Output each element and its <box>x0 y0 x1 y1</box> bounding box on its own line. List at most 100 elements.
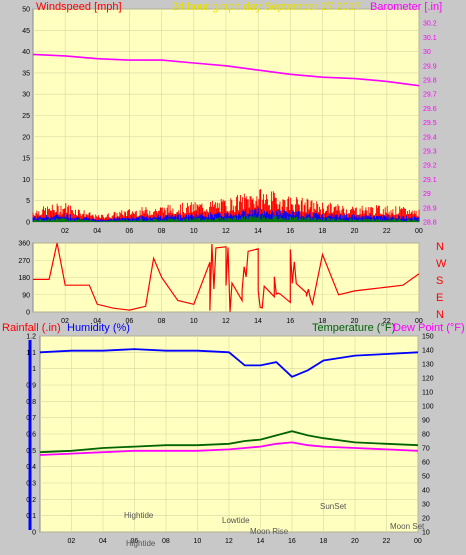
hightide-annotation-bottom: Hightide <box>126 539 156 548</box>
x-tick-label: 22 <box>383 318 391 325</box>
y-tick-temperature: 150 <box>422 334 434 341</box>
barometer-line <box>32 53 420 87</box>
y-tick-temperature: 120 <box>422 376 434 383</box>
y-tick-humidity: 0.6 <box>26 432 36 439</box>
y-tick-barometer: 29.5 <box>423 120 437 127</box>
x-tick-label: 14 <box>257 538 265 545</box>
dewpoint-line <box>39 441 419 456</box>
y-tick-direction: 0 <box>26 310 30 317</box>
x-tick-label: 10 <box>190 228 198 235</box>
y-tick-barometer: 29.8 <box>423 78 437 85</box>
x-tick-label: 18 <box>319 318 327 325</box>
y-tick-temperature: 80 <box>422 432 430 439</box>
x-tick-label: 02 <box>61 318 69 325</box>
hightide-annotation: Hightide <box>124 511 154 520</box>
x-tick-label: 00 <box>415 318 423 325</box>
wind-direction-line <box>33 242 420 312</box>
y-tick-humidity: 0.7 <box>26 415 36 422</box>
y-tick-barometer: 29.2 <box>423 163 437 170</box>
dewpoint-label: Dew Point (°F) <box>393 322 465 334</box>
y-tick-wind: 45 <box>22 28 30 35</box>
y-tick-direction: 360 <box>18 241 30 248</box>
y-tick-wind: 30 <box>22 92 30 99</box>
windspeed-label: Windspeed [mph] <box>36 1 122 13</box>
y-tick-temperature: 100 <box>422 404 434 411</box>
wind-low-bars <box>32 215 420 222</box>
compass-w: W <box>436 258 447 270</box>
x-tick-label: 20 <box>351 318 359 325</box>
x-tick-label: 12 <box>225 538 233 545</box>
y-tick-barometer: 28.8 <box>423 220 437 227</box>
x-tick-label: 10 <box>194 538 202 545</box>
compass-n-bottom: N <box>436 309 444 321</box>
moonrise-annotation: Moon Rise <box>250 527 289 536</box>
x-tick-label: 16 <box>286 318 294 325</box>
y-tick-barometer: 30.2 <box>423 21 437 28</box>
y-tick-barometer: 30 <box>423 49 431 56</box>
y-tick-humidity: 1.2 <box>26 334 36 341</box>
y-tick-temperature: 140 <box>422 348 434 355</box>
y-tick-wind: 40 <box>22 49 30 56</box>
y-tick-barometer: 29 <box>423 191 431 198</box>
y-tick-temperature: 130 <box>422 362 434 369</box>
sunset-annotation: SunSet <box>320 502 347 511</box>
y-tick-wind: 20 <box>22 134 30 141</box>
y-tick-humidity: 1.1 <box>26 350 36 357</box>
rainfall-label: Rainfall (.in) <box>2 322 61 334</box>
compass-e: E <box>436 292 443 304</box>
y-tick-wind: 0 <box>26 220 30 227</box>
compass-s: S <box>436 275 443 287</box>
y-tick-humidity: 0.8 <box>26 399 36 406</box>
y-tick-temperature: 50 <box>422 474 430 481</box>
y-tick-humidity: 0.2 <box>26 497 36 504</box>
y-tick-wind: 15 <box>22 156 30 163</box>
y-tick-temperature: 90 <box>422 418 430 425</box>
y-tick-wind: 10 <box>22 177 30 184</box>
y-tick-humidity: 1 <box>32 366 36 373</box>
temperature-label: Temperature (°F) <box>312 322 395 334</box>
y-tick-humidity: 0.9 <box>26 383 36 390</box>
y-tick-wind: 5 <box>26 198 30 205</box>
x-tick-label: 04 <box>93 228 101 235</box>
x-tick-label: 12 <box>222 228 230 235</box>
data-series <box>32 53 420 456</box>
y-tick-direction: 90 <box>22 292 30 299</box>
lowtide-annotation: Lowtide <box>222 516 250 525</box>
y-tick-wind: 25 <box>22 113 30 120</box>
y-tick-humidity: 0.3 <box>26 481 36 488</box>
y-tick-temperature: 40 <box>422 488 430 495</box>
x-tick-label: 06 <box>126 228 134 235</box>
x-tick-label: 12 <box>222 318 230 325</box>
x-tick-label: 14 <box>254 228 262 235</box>
y-tick-barometer: 29.4 <box>423 134 437 141</box>
y-tick-humidity: 0.4 <box>26 464 36 471</box>
y-tick-direction: 180 <box>18 275 30 282</box>
y-tick-barometer: 29.7 <box>423 92 437 99</box>
x-tick-label: 22 <box>383 538 391 545</box>
x-tick-label: 16 <box>286 228 294 235</box>
x-tick-label: 06 <box>131 538 139 545</box>
y-tick-barometer: 30.1 <box>423 35 437 42</box>
y-tick-humidity: 0.1 <box>26 513 36 520</box>
humidity-label: Humidity (%) <box>67 322 130 334</box>
y-tick-temperature: 10 <box>422 530 430 537</box>
compass-n-top: N <box>436 241 444 253</box>
y-tick-barometer: 28.9 <box>423 205 437 212</box>
y-tick-temperature: 60 <box>422 460 430 467</box>
y-tick-temperature: 20 <box>422 516 430 523</box>
y-tick-barometer: 29.1 <box>423 177 437 184</box>
x-tick-label: 10 <box>190 318 198 325</box>
x-tick-label: 04 <box>93 318 101 325</box>
humidity-line <box>39 348 419 378</box>
temperature-line <box>39 430 419 454</box>
barometer-label: Barometer [.in] <box>370 1 442 13</box>
y-tick-direction: 270 <box>18 258 30 265</box>
y-tick-temperature: 70 <box>422 446 430 453</box>
x-tick-label: 16 <box>288 538 296 545</box>
y-tick-barometer: 29.6 <box>423 106 437 113</box>
x-tick-label: 14 <box>254 318 262 325</box>
x-tick-label: 04 <box>99 538 107 545</box>
x-tick-label: 02 <box>68 538 76 545</box>
x-tick-label: 20 <box>351 538 359 545</box>
